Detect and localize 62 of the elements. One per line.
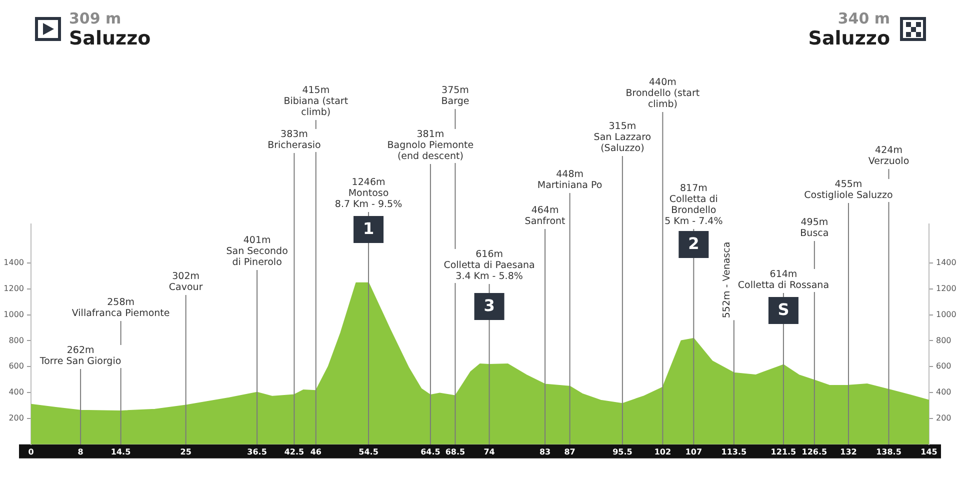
x-tick-label: 132 <box>840 447 857 456</box>
x-tick-label: 87 <box>564 447 576 456</box>
y-tick-label: 400 <box>8 388 24 397</box>
ref-line-label: 415m Bibiana (start climb) <box>284 85 348 118</box>
x-tick-label: 126.5 <box>802 447 828 456</box>
x-tick-label: 36.5 <box>247 447 268 456</box>
ref-line-label: 464m Sanfront <box>524 205 566 228</box>
y2-tick-label: 600 <box>936 362 952 371</box>
y-tick-label: 1400 <box>4 258 24 267</box>
x-tick-label: 83 <box>539 447 551 456</box>
y-tick-label: 200 <box>8 414 24 423</box>
annotation: 1 <box>362 219 374 238</box>
y-tick-label: 1200 <box>4 284 24 293</box>
text: 340 m Saluzzo <box>808 9 890 50</box>
ref-line-label: 258m Villafranca Piemonte <box>72 297 170 320</box>
y2-tick-label: 1000 <box>936 310 956 319</box>
x-tick-label: 42.5 <box>284 447 305 456</box>
x-tick-label: 121.5 <box>770 447 797 456</box>
annotation: 2 <box>688 234 700 254</box>
x-tick-label: 64.5 <box>420 447 441 456</box>
annotation: 3 <box>484 296 495 316</box>
y2-tick-label: 1200 <box>936 284 956 293</box>
x-tick-label: 8 <box>78 447 84 456</box>
ref-line-label: 552m - Venasca <box>722 242 733 318</box>
y-tick-label: 800 <box>8 336 24 345</box>
x-tick-label: 0 <box>28 447 34 456</box>
x-tick-label: 95.5 <box>612 447 633 456</box>
ref-line-label: 440m Brondello (start climb) <box>626 77 700 110</box>
ref-line-label: 616m Colletta di Paesana 3.4 Km - 5.8% <box>444 249 535 282</box>
text: 309 m Saluzzo <box>69 9 151 50</box>
x-tick-label: 138.5 <box>876 447 902 456</box>
y-tick-label: 1000 <box>4 310 24 319</box>
x-tick-label: 68.5 <box>445 447 466 456</box>
ref-line-label: 262m Torre San Giorgio <box>38 345 122 368</box>
x-tick-label: 113.5 <box>721 447 747 456</box>
x-tick-label: 54.5 <box>358 447 379 456</box>
x-tick-label: 107 <box>685 447 702 456</box>
x-tick-label: 14.5 <box>110 447 132 456</box>
x-tick-label: 74 <box>484 447 496 456</box>
ref-line-label: 381m Bagnolo Piemonte (end descent) <box>387 129 474 162</box>
ref-line-label: 448m Martiniana Po <box>537 169 602 192</box>
ref-line-label: 375m Barge <box>441 85 470 108</box>
ref-line-label: 1246m Montoso 8.7 Km - 9.5% <box>334 177 402 210</box>
annotation: S <box>778 300 790 320</box>
ref-line-label: 614m Colletta di Rossana <box>738 269 830 292</box>
ref-line-label: 424m Verzuolo <box>868 145 910 168</box>
y2-tick-label: 800 <box>936 336 952 345</box>
ref-line-label: 495m Busca <box>800 217 829 240</box>
x-tick-label: 25 <box>180 447 192 456</box>
y2-tick-label: 200 <box>936 414 952 423</box>
x-tick-label: 145 <box>920 447 938 456</box>
ref-line-label: 315m San Lazzaro (Saluzzo) <box>594 121 652 154</box>
ref-line-label: 383m Bricherasio <box>268 129 322 152</box>
ref-line-label: 401m San Secondo di Pinerolo <box>226 235 288 268</box>
y-tick-label: 600 <box>8 362 24 371</box>
x-tick-label: 102 <box>654 447 672 456</box>
y2-tick-label: 400 <box>936 388 952 397</box>
ref-line-label: 302m Cavour <box>168 271 203 294</box>
y2-tick-label: 1400 <box>936 258 956 267</box>
ref-line-label: 455m Costigliole Saluzzo <box>804 179 894 202</box>
ref-line-label: 817m Colletta di Brondello 5 Km - 7.4% <box>664 183 723 228</box>
x-tick-label: 46 <box>310 447 322 456</box>
